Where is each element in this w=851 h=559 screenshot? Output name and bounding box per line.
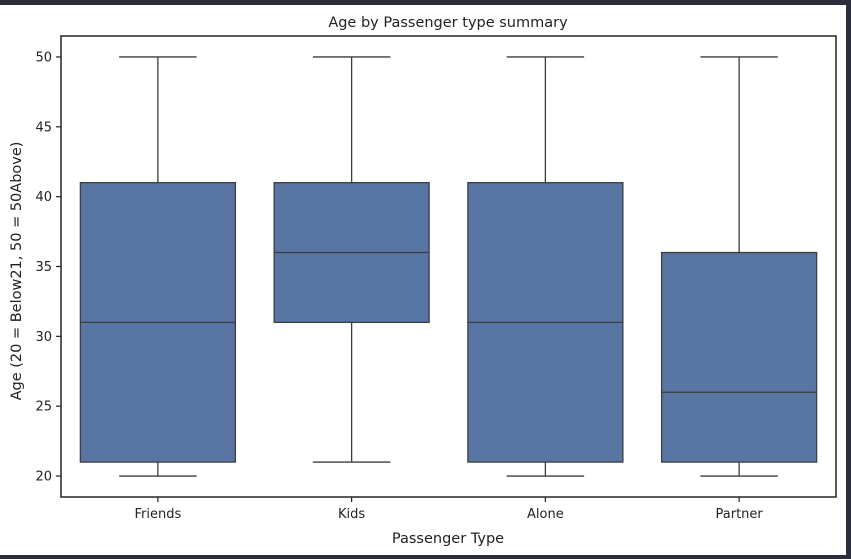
y-tick-label: 30 — [35, 330, 52, 345]
plot-area — [79, 56, 818, 477]
y-tick-label: 35 — [35, 260, 52, 275]
iqr-box — [660, 251, 818, 463]
box-alone — [467, 56, 624, 477]
x-tick-label: Kids — [338, 507, 365, 522]
x-axis-label: Passenger Type — [392, 531, 504, 547]
y-tick-label: 45 — [35, 120, 52, 135]
y-tick-label: 20 — [35, 470, 52, 485]
box-friends — [79, 56, 237, 477]
x-axis: Friends Kids Alone Partner — [134, 497, 763, 522]
x-tick-label: Friends — [134, 507, 181, 522]
x-tick-label: Alone — [527, 507, 564, 522]
x-tick-label: Partner — [716, 507, 764, 522]
y-axis-label: Age (20 = Below21, 50 = 50Above) — [9, 142, 25, 401]
box-kids — [273, 56, 430, 463]
y-axis: 20 25 30 35 40 45 50 — [35, 50, 61, 485]
box-partner — [660, 56, 818, 477]
figure: Age by Passenger type summary 20 25 30 35 40… — [0, 5, 846, 555]
y-tick-label: 50 — [35, 50, 52, 65]
box-plot-chart: Age by Passenger type summary 20 25 30 35 40… — [9, 15, 837, 547]
y-tick-label: 25 — [35, 400, 52, 415]
chart-title: Age by Passenger type summary — [328, 15, 568, 31]
y-tick-label: 40 — [35, 190, 52, 205]
